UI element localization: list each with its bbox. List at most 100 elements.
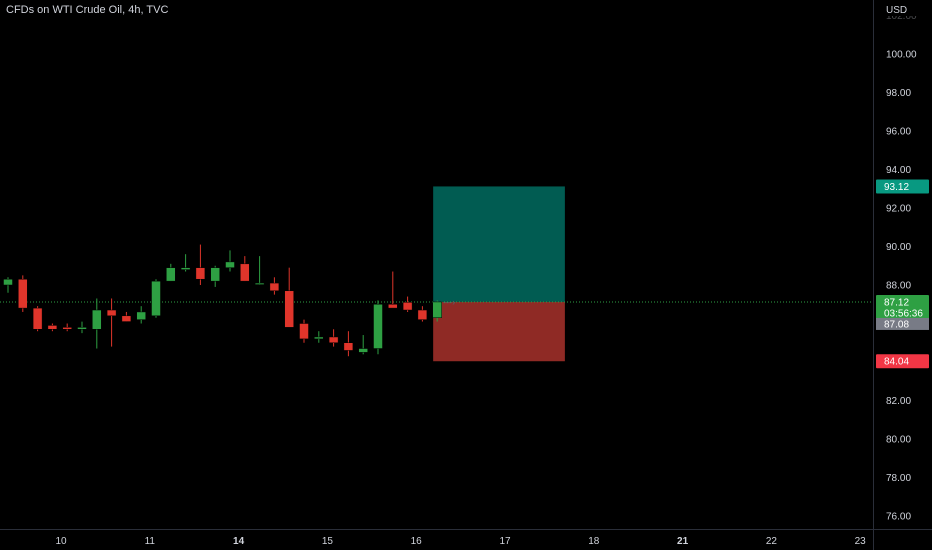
- candle-body: [47, 325, 58, 330]
- candle-body: [373, 304, 383, 349]
- target-price-tag: 93.12: [876, 179, 929, 194]
- time-tick-15: 15: [322, 536, 334, 547]
- candle-body: [254, 282, 265, 285]
- price-tick-label-partial: 102.00: [886, 11, 917, 22]
- prev-close-tag-text: 87.08: [884, 319, 909, 330]
- price-tick-label: 92.00: [886, 204, 911, 215]
- candle-body: [269, 282, 280, 292]
- price-tick-label: 78.00: [886, 473, 911, 484]
- candle: [106, 298, 117, 347]
- target-zone[interactable]: [433, 186, 565, 302]
- candle: [417, 306, 428, 322]
- candle-body: [180, 267, 191, 270]
- price-tick-label: 90.00: [886, 242, 911, 253]
- price-tick-label: 100.00: [886, 50, 917, 61]
- time-tick-14: 14: [233, 536, 245, 547]
- candle: [166, 263, 176, 282]
- position-marker-icon: —›: [443, 297, 455, 307]
- candle: [3, 277, 13, 293]
- candle: [432, 300, 442, 322]
- candle-body: [299, 323, 309, 340]
- candle: [32, 306, 43, 332]
- time-tick-21: 21: [677, 536, 689, 547]
- candle-body: [284, 290, 294, 328]
- candle-body: [32, 307, 43, 330]
- time-tick-10: 10: [55, 536, 67, 547]
- stop-price-tag-bg: [876, 354, 929, 369]
- time-tick-16: 16: [411, 536, 423, 547]
- candle: [314, 331, 324, 343]
- candle-body: [151, 280, 161, 317]
- candle-body: [210, 267, 220, 282]
- price-tick-label: 80.00: [886, 435, 911, 446]
- time-tick-18: 18: [588, 536, 600, 547]
- candle-body: [314, 336, 324, 340]
- time-axis[interactable]: 10 11 14 15 16 17 18 21 22 23: [55, 536, 866, 547]
- candle-body: [62, 327, 72, 330]
- candle-body: [432, 301, 442, 318]
- candle-body: [343, 342, 354, 351]
- candle: [402, 296, 413, 312]
- candle: [254, 256, 265, 285]
- currency-label-bg: [876, 4, 932, 16]
- price-tick-label: 96.00: [886, 127, 911, 138]
- stop-price-tag-text: 84.04: [884, 357, 909, 368]
- candle-body: [136, 311, 146, 320]
- candle: [284, 267, 294, 328]
- candle-body: [358, 348, 368, 353]
- candle-body: [166, 267, 176, 282]
- candle: [373, 300, 383, 355]
- candle: [299, 319, 309, 343]
- time-tick-11: 11: [145, 536, 156, 547]
- last-price-tag-bg: [876, 294, 929, 321]
- price-tick-label: 98.00: [886, 88, 911, 99]
- candle: [358, 335, 368, 355]
- candle-body: [417, 309, 428, 320]
- candle-body: [18, 278, 28, 309]
- candle: [328, 329, 339, 347]
- candle: [62, 323, 72, 332]
- candle: [225, 250, 235, 272]
- candle: [180, 254, 191, 272]
- candle-body: [328, 336, 339, 344]
- candle: [195, 244, 206, 285]
- candle-body: [3, 278, 13, 286]
- candle-body: [121, 315, 132, 322]
- chart-title: CFDs on WTI Crude Oil, 4h, TVC: [6, 4, 169, 16]
- candle: [77, 321, 87, 334]
- price-tick-label: 82.00: [886, 396, 911, 407]
- price-tick-label: 76.00: [886, 512, 911, 523]
- position-zones[interactable]: [433, 186, 565, 362]
- prev-close-tag-bg: [876, 317, 929, 330]
- time-tick-17: 17: [499, 536, 511, 547]
- candle: [92, 298, 102, 349]
- stop-zone[interactable]: [433, 301, 565, 362]
- candle-body: [402, 302, 413, 311]
- candle-body: [77, 327, 87, 330]
- candle-body: [92, 309, 102, 330]
- target-price-tag-text: 93.12: [884, 182, 909, 193]
- candle-body: [106, 309, 117, 317]
- candle: [240, 256, 250, 282]
- price-tick-label: 94.00: [886, 165, 911, 176]
- price-axis[interactable]: 76.0078.0080.0082.0084.0086.0088.0090.00…: [876, 4, 932, 523]
- candle-body: [225, 261, 235, 268]
- candle-body: [240, 263, 250, 282]
- candle-body: [195, 267, 206, 280]
- candle: [269, 277, 280, 295]
- candle: [151, 279, 161, 318]
- candle-body: [388, 304, 398, 309]
- time-tick-22: 22: [766, 536, 778, 547]
- price-tick-label: 88.00: [886, 281, 911, 292]
- candle: [47, 323, 58, 332]
- candle: [136, 306, 146, 324]
- last-price-tag-text: 03:56:36: [884, 308, 923, 319]
- last-price-tag-text: 87.12: [884, 297, 909, 308]
- candles-layer: —›: [3, 244, 455, 357]
- candle: [210, 265, 220, 287]
- target-price-tag-bg: [876, 179, 929, 194]
- time-tick-23: 23: [855, 536, 867, 547]
